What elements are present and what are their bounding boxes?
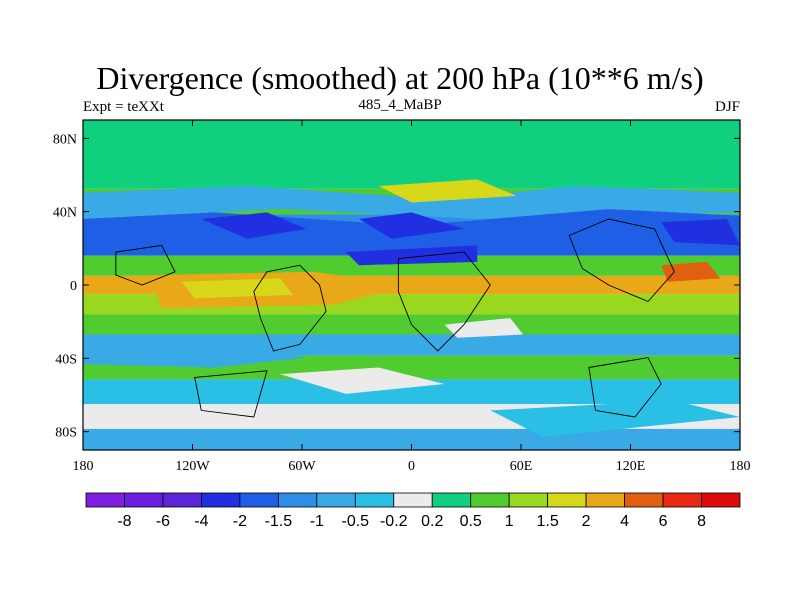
continent-outline bbox=[588, 357, 662, 418]
colorbar-swatch bbox=[239, 492, 279, 508]
field-anomaly bbox=[181, 278, 294, 299]
colorbar-label: 1.5 bbox=[537, 513, 559, 530]
field-band bbox=[83, 120, 740, 189]
colorbar-label: -0.5 bbox=[342, 513, 370, 530]
colorbar-label: 0.2 bbox=[421, 513, 443, 530]
colorbar-swatch bbox=[624, 492, 664, 508]
x-axis: 180 120W 60W 0 60E 120E 180 bbox=[73, 120, 751, 474]
colorbar-label: -2 bbox=[233, 513, 247, 530]
field-anomaly bbox=[345, 245, 478, 266]
colorbar-swatch bbox=[124, 492, 164, 508]
colorbar-swatch bbox=[354, 492, 395, 508]
x-tick-label: 60E bbox=[510, 459, 533, 474]
colorbar-swatch bbox=[585, 492, 625, 508]
field-band bbox=[83, 255, 740, 276]
colorbar-swatch bbox=[701, 492, 741, 508]
colorbar-swatch bbox=[662, 492, 702, 508]
colorbar-label: -1 bbox=[310, 513, 324, 530]
colorbar-swatch bbox=[470, 492, 510, 508]
colorbar-label: -1.5 bbox=[265, 513, 293, 530]
colorbar-label: 6 bbox=[659, 513, 668, 530]
run-id-label: 485_4_MaBP bbox=[358, 97, 442, 113]
x-tick-label: 120W bbox=[175, 459, 210, 474]
x-tick-label: 60W bbox=[288, 459, 316, 474]
x-tick-label: 180 bbox=[730, 459, 751, 474]
continent-outline bbox=[194, 370, 268, 418]
colorbar-swatch bbox=[277, 492, 318, 508]
continent-outline bbox=[253, 264, 327, 352]
chart-title: Divergence (smoothed) at 200 hPa (10**6 … bbox=[96, 60, 704, 96]
y-axis: 80N 40N 0 40S 80S bbox=[53, 132, 740, 441]
colorbar: -8 -6 -4 -2 -1.5 -1 -0.5 -0.2 0.2 0.5 1 1.5 2 4 6 8 bbox=[85, 492, 741, 530]
field-anomaly bbox=[201, 212, 307, 239]
colorbar-label: 2 bbox=[582, 513, 591, 530]
colorbar-label: -0.2 bbox=[380, 513, 408, 530]
colorbar-label: -8 bbox=[117, 513, 131, 530]
field-anomaly bbox=[444, 318, 524, 338]
x-tick-label: 120E bbox=[616, 459, 646, 474]
colorbar-label: 0.5 bbox=[460, 513, 482, 530]
colorbar-swatch bbox=[201, 492, 241, 508]
x-tick-label: 0 bbox=[408, 459, 415, 474]
field-anomaly bbox=[280, 367, 445, 394]
field-band bbox=[83, 428, 740, 450]
continent-outline bbox=[115, 244, 176, 286]
y-tick-label: 0 bbox=[70, 279, 77, 294]
colorbar-label: 8 bbox=[697, 513, 706, 530]
season-label: DJF bbox=[714, 99, 740, 115]
x-tick-label: 180 bbox=[73, 459, 94, 474]
y-tick-label: 80S bbox=[55, 426, 77, 441]
y-tick-label: 80N bbox=[53, 132, 77, 147]
colorbar-label: 4 bbox=[620, 513, 629, 530]
colorbar-swatch bbox=[85, 492, 125, 508]
field-anomaly bbox=[83, 344, 307, 368]
colorbar-swatch bbox=[431, 492, 472, 508]
colorbar-swatch bbox=[393, 492, 433, 508]
colorbar-label: 1 bbox=[505, 513, 514, 530]
colorbar-label: -6 bbox=[156, 513, 170, 530]
field-anomaly bbox=[661, 261, 721, 282]
continent-outlines bbox=[115, 218, 675, 418]
field-anomaly bbox=[490, 400, 740, 437]
field-anomaly bbox=[378, 179, 517, 203]
colorbar-swatch bbox=[547, 492, 587, 508]
continent-outline bbox=[397, 251, 491, 352]
colorbar-swatch bbox=[162, 492, 202, 508]
colorbar-swatch bbox=[508, 492, 549, 508]
continent-outline bbox=[568, 218, 675, 303]
colorbar-swatch bbox=[316, 492, 356, 508]
map-field bbox=[83, 120, 740, 450]
field-anomaly bbox=[661, 219, 740, 246]
y-tick-label: 40N bbox=[53, 206, 77, 221]
field-anomaly bbox=[358, 212, 465, 239]
colorbar-label: -4 bbox=[194, 513, 208, 530]
y-tick-label: 40S bbox=[55, 352, 77, 367]
experiment-label: Expt = teXXt bbox=[83, 99, 164, 115]
